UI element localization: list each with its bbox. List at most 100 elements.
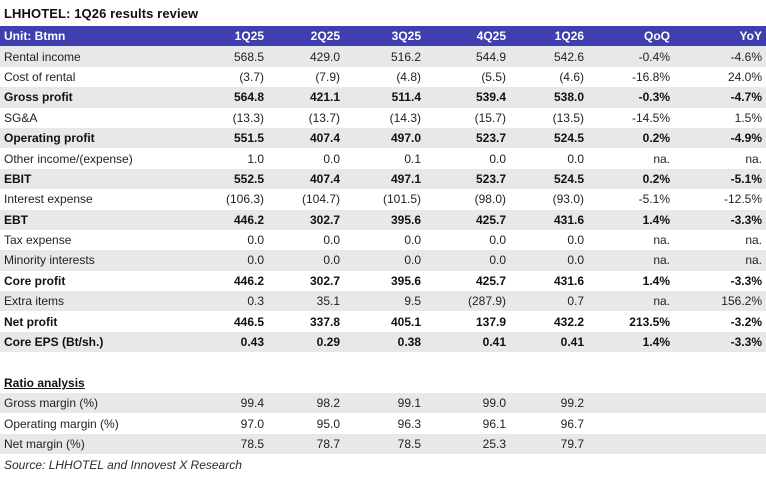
cell-1q26: 96.7 xyxy=(560,416,584,431)
cell-3q25: 78.5 xyxy=(344,433,425,455)
cell-2q25: 78.7 xyxy=(268,433,344,455)
cell-2q25: (104.7) xyxy=(301,192,340,207)
row-label: Net profit xyxy=(4,314,58,329)
cell-2q25: 302.7 xyxy=(309,273,340,288)
cell-3q25: (101.5) xyxy=(382,192,421,207)
table-row: Operating margin (%) 97.0 95.0 96.3 96.1 96.7 xyxy=(0,413,766,433)
table-row: Gross profit 564.8 421.1 511.4 539.4 538.0 -0.… xyxy=(0,87,766,108)
row-label: EBT xyxy=(0,209,214,230)
cell-1q25: 97.0 xyxy=(240,416,264,431)
header-row: Unit: Btmn 1Q25 2Q25 3Q25 4Q25 1Q26 QoQ … xyxy=(0,26,766,47)
cell-3q25: 0.38 xyxy=(344,331,425,353)
row-label: EBIT xyxy=(0,168,214,190)
cell-yoy xyxy=(674,433,766,455)
table-row: Net margin (%) 78.5 78.7 78.5 25.3 79.7 xyxy=(0,433,766,455)
cell-3q25: 0.0 xyxy=(344,250,425,271)
row-label: Interest expense xyxy=(4,192,93,207)
cell-yoy: -3.3% xyxy=(674,331,766,353)
cell-2q25: 95.0 xyxy=(316,416,340,431)
cell-3q25: 9.5 xyxy=(344,291,425,312)
header-4q25: 4Q25 xyxy=(425,26,510,47)
cell-1q25: 564.8 xyxy=(214,87,268,108)
table-row xyxy=(0,352,766,372)
cell-1q25: 446.2 xyxy=(214,209,268,230)
cell-qoq: na. xyxy=(588,291,674,312)
row-label: Rental income xyxy=(0,46,214,67)
cell-1q26: 524.5 xyxy=(510,168,588,190)
cell-1q25 xyxy=(214,373,268,393)
cell-2q25 xyxy=(268,352,344,372)
cell-4q25: 425.7 xyxy=(425,209,510,230)
cell-1q26: 0.41 xyxy=(510,331,588,353)
table-row: Interest expense (106.3) (104.7) (101.5) (98… xyxy=(0,189,766,209)
cell-1q25: 0.43 xyxy=(214,331,268,353)
cell-1q26 xyxy=(510,373,588,393)
cell-1q26: 0.7 xyxy=(510,291,588,312)
header-3q25: 3Q25 xyxy=(344,26,425,47)
table-row: Gross margin (%) 99.4 98.2 99.1 99.0 99.2 xyxy=(0,393,766,414)
cell-2q25: 337.8 xyxy=(309,314,340,329)
cell-2q25 xyxy=(268,373,344,393)
cell-1q25: 446.5 xyxy=(233,314,264,329)
cell-1q26: 431.6 xyxy=(510,209,588,230)
table-body: Rental income 568.5 429.0 516.2 544.9 542.6 -0… xyxy=(0,46,766,455)
cell-3q25: 516.2 xyxy=(344,46,425,67)
cell-1q25: 551.5 xyxy=(214,127,268,149)
cell-2q25: 98.2 xyxy=(268,393,344,414)
cell-3q25: 511.4 xyxy=(344,87,425,108)
row-label: Operating margin (%) xyxy=(4,416,119,431)
row-label: Operating profit xyxy=(0,127,214,149)
cell-3q25: 405.1 xyxy=(390,314,421,329)
cell-1q25: (3.7) xyxy=(239,69,264,84)
cell-4q25: 0.0 xyxy=(489,151,506,166)
cell-2q25: 302.7 xyxy=(268,209,344,230)
cell-4q25 xyxy=(425,373,510,393)
cell-1q25: (13.3) xyxy=(232,110,264,125)
results-table: Unit: Btmn 1Q25 2Q25 3Q25 4Q25 1Q26 QoQ … xyxy=(0,26,766,455)
cell-4q25: 0.0 xyxy=(425,250,510,271)
cell-yoy: -3.3% xyxy=(730,273,762,288)
cell-4q25: 25.3 xyxy=(425,433,510,455)
cell-3q25 xyxy=(344,373,425,393)
cell-yoy xyxy=(674,413,766,433)
cell-qoq: 1.4% xyxy=(588,209,674,230)
cell-2q25: 0.0 xyxy=(323,151,340,166)
row-label: Ratio analysis xyxy=(4,375,85,390)
cell-3q25: (14.3) xyxy=(389,110,421,125)
cell-3q25: 497.1 xyxy=(344,168,425,190)
cell-qoq: 213.5% xyxy=(629,314,670,329)
cell-2q25: 421.1 xyxy=(268,87,344,108)
cell-1q26: 538.0 xyxy=(510,87,588,108)
cell-qoq: -0.3% xyxy=(588,87,674,108)
table-row: Rental income 568.5 429.0 516.2 544.9 542.6 -0… xyxy=(0,46,766,67)
cell-2q25: 429.0 xyxy=(268,46,344,67)
cell-qoq xyxy=(588,413,674,433)
cell-3q25: 99.1 xyxy=(344,393,425,414)
section-heading-row: Ratio analysis xyxy=(0,373,766,393)
row-label: SG&A xyxy=(4,110,38,125)
cell-4q25: 99.0 xyxy=(425,393,510,414)
cell-4q25: 544.9 xyxy=(425,46,510,67)
cell-4q25: 0.41 xyxy=(425,331,510,353)
cell-yoy: 156.2% xyxy=(674,291,766,312)
table-row: Cost of rental (3.7) (7.9) (4.8) (5.5) (4.6) -… xyxy=(0,67,766,87)
cell-4q25: 425.7 xyxy=(475,273,506,288)
cell-1q26: 542.6 xyxy=(510,46,588,67)
cell-3q25: 395.6 xyxy=(344,209,425,230)
cell-4q25 xyxy=(425,352,510,372)
cell-1q26: 99.2 xyxy=(510,393,588,414)
header-yoy: YoY xyxy=(674,26,766,47)
row-label: Minority interests xyxy=(0,250,214,271)
cell-yoy: -4.6% xyxy=(674,46,766,67)
header-qoq: QoQ xyxy=(588,26,674,47)
cell-1q25: 0.3 xyxy=(214,291,268,312)
table-title: LHHOTEL: 1Q26 results review xyxy=(4,6,199,21)
cell-1q25: 99.4 xyxy=(214,393,268,414)
cell-2q25: 407.4 xyxy=(268,168,344,190)
cell-2q25: (7.9) xyxy=(315,69,340,84)
table-row: EBIT 552.5 407.4 497.1 523.7 524.5 0.2% -5.1% xyxy=(0,168,766,190)
header-1q26: 1Q26 xyxy=(510,26,588,47)
cell-1q26: (93.0) xyxy=(552,192,584,207)
cell-1q25: 446.2 xyxy=(233,273,264,288)
